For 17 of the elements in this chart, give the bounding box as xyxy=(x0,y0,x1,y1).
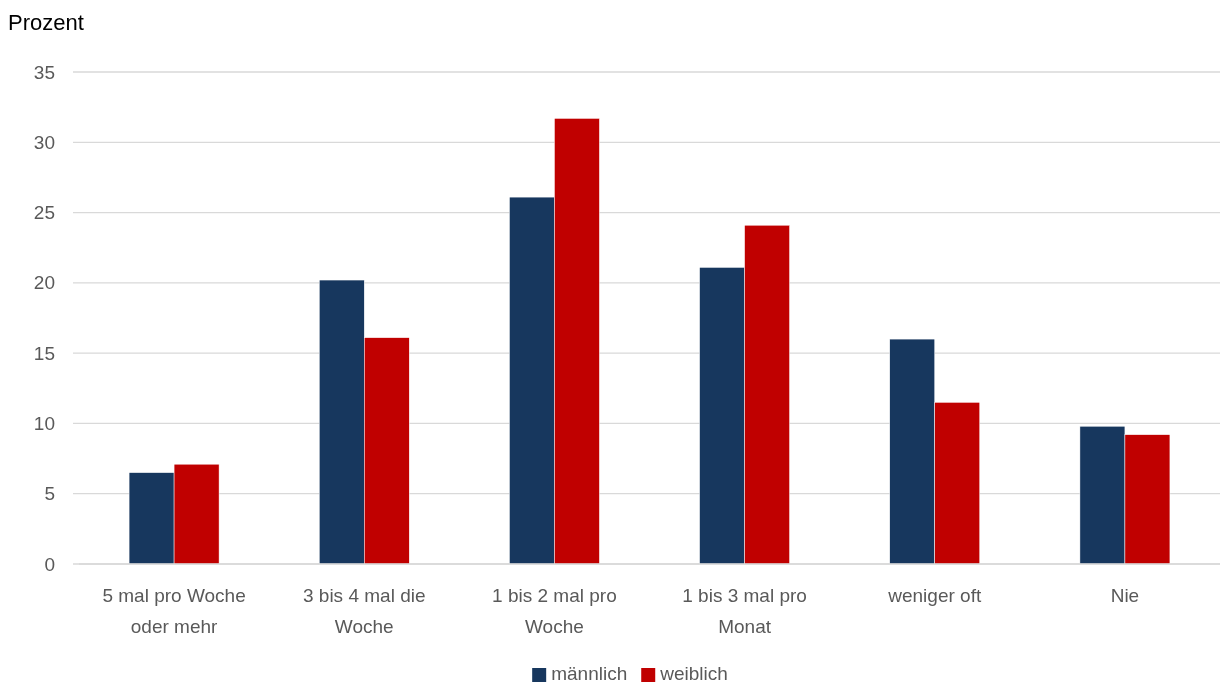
y-tick-label: 5 xyxy=(44,483,55,505)
legend-label: weiblich xyxy=(659,663,728,684)
x-tick-label: weniger oft xyxy=(887,585,982,606)
x-tick-label: 5 mal pro Woche oder mehr xyxy=(102,585,246,637)
x-tick-label: 3 bis 4 mal die Woche xyxy=(302,585,426,637)
x-tick-label: 1 bis 3 mal pro Monat xyxy=(682,585,807,637)
y-tick-label: 10 xyxy=(33,413,55,435)
y-axis-title: Prozent xyxy=(8,10,84,35)
y-tick-label: 30 xyxy=(33,131,55,153)
y-tick-label: 20 xyxy=(33,272,55,294)
x-tick-label: Nie xyxy=(1110,585,1140,606)
x-tick-label: 1 bis 2 mal pro Woche xyxy=(492,585,617,637)
y-tick-label: 0 xyxy=(44,553,55,575)
y-tick-label: 25 xyxy=(33,202,55,224)
y-tick-label: 35 xyxy=(33,61,55,83)
legend-label: männlich xyxy=(551,663,628,684)
y-tick-label: 15 xyxy=(33,342,55,364)
